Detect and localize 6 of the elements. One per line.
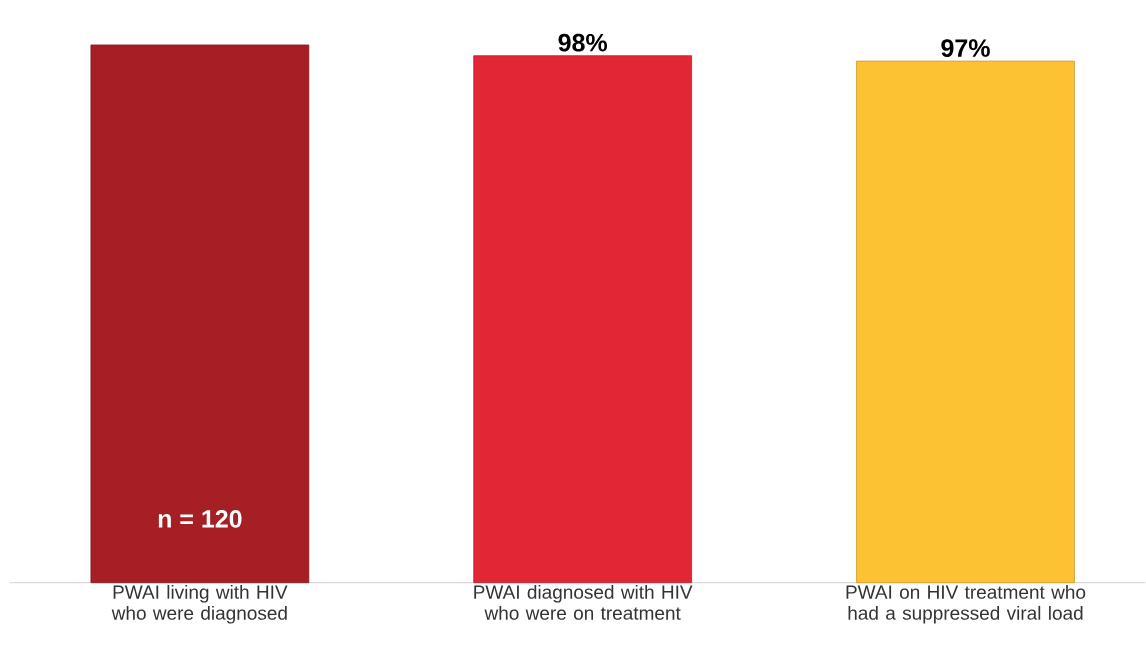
x-tick-label: PWAI diagnosed with HIV who were on treatment [474,585,693,620]
x-tick-label: PWAI living with HIV who were diagnosed [111,585,288,624]
data-label: 98% [558,33,608,52]
annotation: n = 120 [158,510,242,528]
data-label: 97% [941,39,990,58]
x-tick-label: PWAI on HIV treatment who had a suppressed viral load [846,585,1086,624]
